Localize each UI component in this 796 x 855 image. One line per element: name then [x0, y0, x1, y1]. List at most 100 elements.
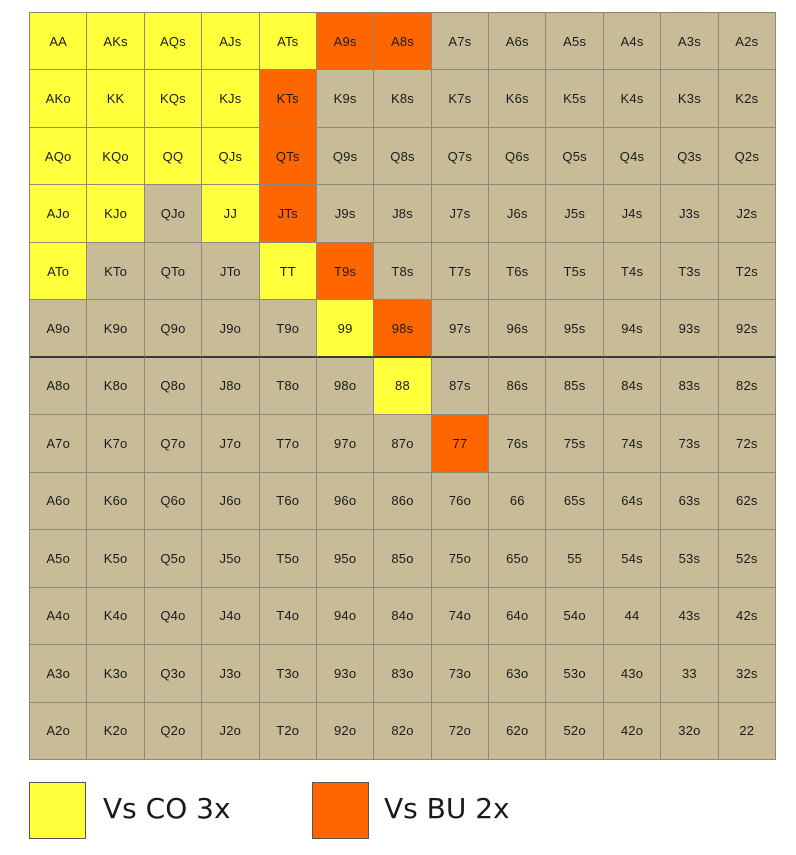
hand-cell-32o: 32o — [661, 702, 719, 760]
hand-cell-a5s: A5s — [546, 13, 604, 71]
hand-cell-93o: 93o — [316, 645, 375, 703]
hand-cell-k3s: K3s — [661, 70, 719, 128]
hand-cell-86s: 86s — [489, 357, 547, 416]
hand-cell-32s: 32s — [718, 645, 776, 703]
hand-cell-72o: 72o — [431, 702, 490, 760]
hand-cell-a7s: A7s — [431, 13, 490, 71]
hand-cell-42o: 42o — [603, 702, 662, 760]
hand-cell-j9o: J9o — [202, 300, 260, 358]
hand-cell-77: 77 — [431, 415, 490, 473]
hand-cell-95s: 95s — [546, 300, 604, 358]
hand-cell-64s: 64s — [603, 472, 662, 531]
hand-cell-54s: 54s — [603, 530, 662, 588]
hand-cell-k5s: K5s — [546, 70, 604, 128]
hand-cell-22: 22 — [718, 702, 776, 760]
hand-cell-65o: 65o — [489, 530, 547, 588]
hand-cell-92o: 92o — [316, 702, 375, 760]
hand-cell-93s: 93s — [661, 300, 719, 358]
hand-cell-k8s: K8s — [374, 70, 432, 128]
hand-cell-kjs: KJs — [202, 70, 260, 128]
legend: Vs CO 3x Vs BU 2x — [0, 770, 796, 850]
hand-cell-87s: 87s — [431, 357, 490, 416]
hand-cell-62o: 62o — [489, 702, 547, 760]
hand-cell-t5s: T5s — [546, 242, 604, 301]
hand-cell-q9o: Q9o — [144, 300, 203, 358]
hand-cell-82o: 82o — [374, 702, 432, 760]
hand-cell-k9s: K9s — [316, 70, 375, 128]
hand-cell-q7o: Q7o — [144, 415, 203, 473]
hand-cell-65s: 65s — [546, 472, 604, 531]
hand-cell-a6s: A6s — [489, 13, 547, 71]
hand-cell-74s: 74s — [603, 415, 662, 473]
hand-cell-a9o: A9o — [30, 300, 88, 358]
hand-cell-43o: 43o — [603, 645, 662, 703]
hand-cell-q4s: Q4s — [603, 127, 662, 186]
hand-cell-t2o: T2o — [259, 702, 317, 760]
hand-cell-q5o: Q5o — [144, 530, 203, 588]
hand-cell-kjo: KJo — [87, 185, 145, 243]
hand-cell-52s: 52s — [718, 530, 776, 588]
hand-cell-k4o: K4o — [87, 587, 145, 646]
hand-cell-kk: KK — [87, 70, 145, 128]
hand-cell-q6o: Q6o — [144, 472, 203, 531]
hand-cell-83o: 83o — [374, 645, 432, 703]
hand-cell-k2s: K2s — [718, 70, 776, 128]
hand-cell-j5o: J5o — [202, 530, 260, 588]
hand-cell-87o: 87o — [374, 415, 432, 473]
hand-cell-a3o: A3o — [30, 645, 88, 703]
hand-cell-42s: 42s — [718, 587, 776, 646]
hand-cell-tt: TT — [259, 242, 317, 301]
hand-range-grid: AA AKs AQs AJs ATs A9s A8s A7s A6s A5s A4s A3s A2s AK… — [29, 12, 776, 760]
hand-cell-53s: 53s — [661, 530, 719, 588]
hand-cell-k7s: K7s — [431, 70, 490, 128]
hand-cell-k2o: K2o — [87, 702, 145, 760]
hand-cell-a4s: A4s — [603, 13, 662, 71]
hand-cell-75s: 75s — [546, 415, 604, 473]
hand-cell-t9o: T9o — [259, 300, 317, 358]
hand-cell-j3o: J3o — [202, 645, 260, 703]
hand-cell-qts: QTs — [259, 127, 317, 186]
hand-cell-t3o: T3o — [259, 645, 317, 703]
hand-cell-k7o: K7o — [87, 415, 145, 473]
hand-cell-74o: 74o — [431, 587, 490, 646]
hand-cell-94s: 94s — [603, 300, 662, 358]
hand-cell-95o: 95o — [316, 530, 375, 588]
hand-cell-q8s: Q8s — [374, 127, 432, 186]
legend-swatch-co — [29, 782, 86, 839]
hand-cell-ajo: AJo — [30, 185, 88, 243]
hand-cell-qjs: QJs — [202, 127, 260, 186]
hand-cell-j4s: J4s — [603, 185, 662, 243]
hand-cell-k3o: K3o — [87, 645, 145, 703]
hand-cell-qq: QQ — [144, 127, 203, 186]
hand-cell-k6o: K6o — [87, 472, 145, 531]
hand-cell-72s: 72s — [718, 415, 776, 473]
hand-cell-q6s: Q6s — [489, 127, 547, 186]
hand-cell-j8s: J8s — [374, 185, 432, 243]
hand-cell-73o: 73o — [431, 645, 490, 703]
hand-cell-j6s: J6s — [489, 185, 547, 243]
hand-cell-j9s: J9s — [316, 185, 375, 243]
hand-cell-t2s: T2s — [718, 242, 776, 301]
hand-cell-q9s: Q9s — [316, 127, 375, 186]
hand-cell-k5o: K5o — [87, 530, 145, 588]
hand-cell-66: 66 — [489, 472, 547, 531]
hand-cell-t6o: T6o — [259, 472, 317, 531]
hand-cell-q2o: Q2o — [144, 702, 203, 760]
hand-cell-97s: 97s — [431, 300, 490, 358]
hand-cell-86o: 86o — [374, 472, 432, 531]
hand-cell-j8o: J8o — [202, 357, 260, 416]
hand-cell-t3s: T3s — [661, 242, 719, 301]
hand-cell-52o: 52o — [546, 702, 604, 760]
hand-cell-64o: 64o — [489, 587, 547, 646]
hand-cell-85s: 85s — [546, 357, 604, 416]
hand-cell-98o: 98o — [316, 357, 375, 416]
hand-cell-j3s: J3s — [661, 185, 719, 243]
hand-cell-k6s: K6s — [489, 70, 547, 128]
hand-cell-q4o: Q4o — [144, 587, 203, 646]
hand-cell-76o: 76o — [431, 472, 490, 531]
hand-cell-j7o: J7o — [202, 415, 260, 473]
hand-cell-j4o: J4o — [202, 587, 260, 646]
hand-cell-96s: 96s — [489, 300, 547, 358]
hand-cell-t7s: T7s — [431, 242, 490, 301]
hand-cell-98s: 98s — [374, 300, 432, 358]
